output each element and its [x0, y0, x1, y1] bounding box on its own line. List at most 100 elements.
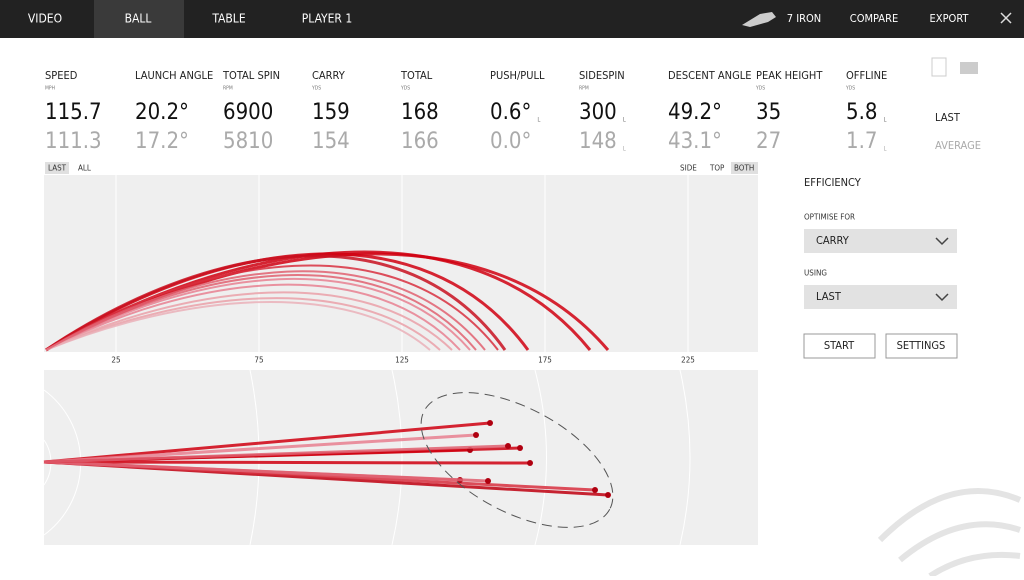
metric-last: 6900: [223, 100, 273, 125]
view-option[interactable]: SIDE: [680, 164, 697, 173]
trajectory: [45, 264, 499, 351]
shot-end: [605, 492, 611, 498]
trajectory: [45, 283, 461, 351]
filter-active-bg: [45, 162, 69, 174]
active-tab-bg: [94, 0, 184, 38]
axis-label: 75: [254, 356, 263, 365]
trajectory: [45, 274, 477, 351]
side-indicator: L: [883, 117, 886, 124]
close-icon[interactable]: [1000, 12, 1012, 24]
view-option[interactable]: BOTH: [734, 164, 754, 173]
metric-label: LAUNCH ANGLE: [135, 69, 213, 82]
nav-tab[interactable]: TABLE: [211, 12, 245, 26]
shot-line: [43, 421, 491, 464]
metric-label: SPEED: [45, 69, 78, 82]
metric-last: 159: [312, 100, 350, 125]
start-label[interactable]: START: [824, 339, 855, 352]
club-label[interactable]: 7 IRON: [787, 12, 821, 25]
metric-average: 154: [312, 129, 350, 154]
metric-unit: YDS: [756, 86, 765, 92]
panel-title: EFFICIENCY: [804, 176, 862, 189]
side-indicator: L: [537, 117, 540, 124]
pdf-icon[interactable]: [931, 57, 947, 77]
metric-last: 168: [401, 100, 439, 125]
side-indicator: L: [883, 146, 886, 153]
metric-label: CARRY: [312, 69, 346, 82]
view-option[interactable]: TOP: [709, 164, 725, 173]
metric-label: OFFLINE: [846, 69, 887, 82]
top-trajectories: [43, 420, 611, 498]
shot-end: [485, 478, 491, 484]
metric-average: 5810: [223, 129, 273, 154]
metric-unit: MPH: [45, 86, 55, 92]
nav-tab[interactable]: BALL: [125, 12, 152, 26]
dispersion-ellipse: [420, 392, 614, 528]
settings-label[interactable]: SETTINGS: [897, 339, 946, 352]
axis-label: 225: [681, 356, 695, 365]
shot-end: [517, 445, 523, 451]
nav-tab[interactable]: PLAYER 1: [302, 12, 352, 26]
axis-label: 25: [111, 356, 120, 365]
dropdown-arrows: [935, 237, 949, 302]
metric-unit: RPM: [579, 86, 589, 92]
metric-unit: YDS: [401, 86, 410, 92]
metric-label: TOTAL SPIN: [222, 69, 280, 82]
side-indicator: L: [623, 117, 626, 124]
shot-end: [527, 460, 533, 466]
shot-end: [473, 432, 479, 438]
trajectory: [45, 297, 441, 351]
metric-last: 20.2°: [135, 100, 189, 125]
settings-button[interactable]: [885, 333, 958, 359]
row-label: AVERAGE: [935, 139, 981, 152]
metric-average: 17.2°: [135, 129, 189, 154]
start-button[interactable]: [803, 333, 876, 359]
metric-average: 43.1°: [668, 129, 722, 154]
shot-line: [43, 433, 477, 464]
metric-last: 300: [579, 100, 617, 125]
shot-end: [505, 443, 511, 449]
shot-end: [592, 487, 598, 493]
optimise-dropdown[interactable]: [804, 229, 957, 253]
metric-last: 5.8: [846, 100, 877, 125]
shot-line: [43, 444, 509, 464]
filter-option[interactable]: ALL: [78, 164, 91, 173]
shot-line: [43, 460, 489, 483]
metric-last: 0.6°: [490, 100, 531, 125]
metric-average: 148: [579, 129, 617, 154]
metric-label: PEAK HEIGHT: [756, 69, 823, 82]
brand-logo: [877, 488, 1022, 579]
nav-tab[interactable]: VIDEO: [28, 12, 62, 26]
shot-line: [43, 460, 531, 465]
field-label: USING: [804, 269, 827, 278]
view-active-bg: [731, 162, 758, 174]
axis-label: 175: [538, 356, 552, 365]
club-icon: [742, 12, 776, 27]
metric-unit: RPM: [223, 86, 233, 92]
metric-unit: YDS: [846, 86, 855, 92]
compare-button[interactable]: COMPARE: [850, 12, 898, 25]
metric-unit: YDS: [312, 86, 321, 92]
metric-last: 49.2°: [668, 100, 722, 125]
metric-label: PUSH/PULL: [490, 69, 545, 82]
trajectory: [45, 254, 507, 352]
dropdown-value[interactable]: LAST: [816, 290, 842, 303]
print-icon[interactable]: [960, 62, 978, 74]
metric-average: 111.3: [45, 129, 102, 154]
side-trajectories: [45, 250, 610, 352]
metric-average: 27: [756, 129, 781, 154]
using-dropdown[interactable]: [804, 285, 957, 309]
trajectory: [45, 300, 431, 351]
axis-label: 125: [395, 356, 409, 365]
export-button[interactable]: EXPORT: [930, 12, 970, 25]
shot-end: [487, 420, 493, 426]
field-label: OPTIMISE FOR: [804, 213, 855, 222]
dropdown-value[interactable]: CARRY: [816, 234, 850, 247]
trajectory: [45, 277, 471, 351]
filter-option[interactable]: LAST: [48, 164, 67, 173]
metric-average: 0.0°: [490, 129, 531, 154]
side-indicator: L: [623, 146, 626, 153]
metric-label: SIDESPIN: [579, 69, 625, 82]
metric-label: DESCENT ANGLE: [668, 69, 752, 82]
metric-last: 115.7: [45, 100, 102, 125]
